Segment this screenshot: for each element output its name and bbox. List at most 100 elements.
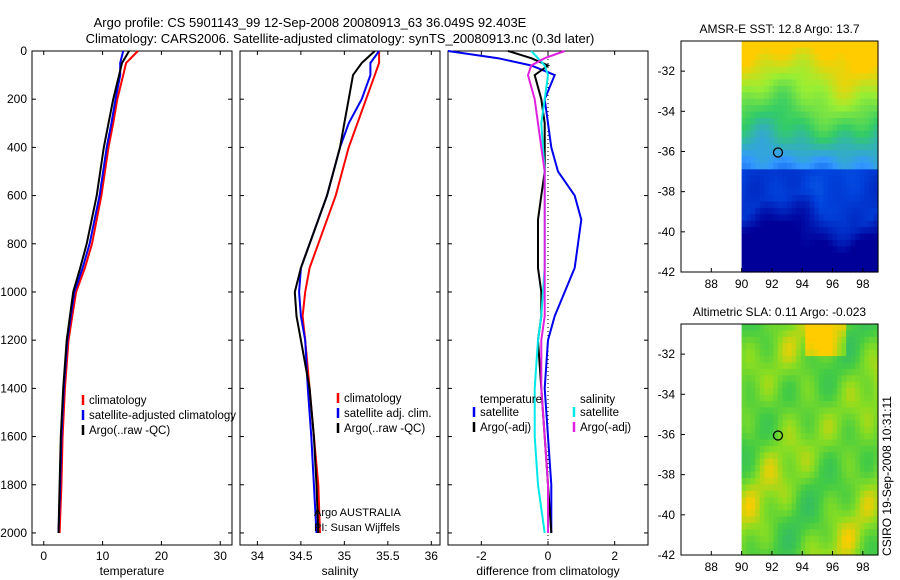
heatmap-cell [850, 330, 856, 338]
heatmap-cell [805, 349, 811, 357]
heatmap-cell [746, 510, 752, 518]
heatmap-cell [823, 124, 829, 132]
figure-title-line2: Climatology: CARS2006. Satellite-adjuste… [86, 31, 595, 46]
heatmap-cell [864, 259, 870, 267]
heatmap-cell [755, 522, 761, 530]
heatmap-cell [750, 381, 756, 389]
heatmap-cell [782, 195, 788, 203]
heatmap-cell [746, 105, 752, 113]
heatmap-cell [805, 458, 811, 466]
heatmap-cell [809, 401, 815, 409]
heatmap-cell [868, 118, 875, 126]
heatmap-cell [773, 201, 779, 209]
heatmap-cell [846, 85, 852, 93]
heatmap-cell [814, 169, 820, 177]
heatmap-cell [868, 516, 875, 524]
heatmap-cell [864, 439, 870, 447]
heatmap-cell [846, 111, 852, 119]
heatmap-cell [805, 522, 811, 530]
heatmap-cell [859, 53, 865, 61]
heatmap-cell [809, 388, 815, 396]
heatmap-cell [846, 188, 852, 196]
heatmap-cell [850, 169, 856, 177]
heatmap-cell [873, 47, 879, 55]
heatmap-cell [846, 169, 852, 177]
heatmap-cell [864, 233, 870, 241]
heatmap-cell [868, 239, 875, 247]
heatmap-cell [855, 182, 861, 190]
heatmap-cell [791, 439, 797, 447]
heatmap-cell [746, 265, 752, 273]
heatmap-cell [800, 548, 806, 556]
heatmap-cell [764, 445, 770, 453]
heatmap-cell [800, 66, 806, 74]
heatmap-cell [750, 265, 756, 273]
heatmap-cell [855, 471, 861, 479]
heatmap-cell [827, 381, 834, 389]
heatmap-cell [864, 349, 870, 357]
heatmap-cell [823, 92, 829, 100]
y-tick-label: 1600 [0, 430, 27, 444]
heatmap-cell [841, 246, 847, 254]
heatmap-cell [787, 41, 793, 49]
heatmap-cell [805, 252, 811, 260]
heatmap-cell [800, 124, 806, 132]
heatmap-cell [850, 401, 856, 409]
heatmap-cell [841, 150, 847, 158]
heatmap-cell [782, 162, 788, 170]
series-line-argo-raw-qc- [57, 50, 130, 534]
heatmap-cell [827, 162, 834, 170]
heatmap-cell [796, 407, 802, 415]
heatmap-cell [841, 220, 847, 228]
heatmap-cell [764, 516, 770, 524]
heatmap-cell [873, 92, 879, 100]
heatmap-cell [764, 118, 770, 126]
heatmap-cell [773, 497, 779, 505]
heatmap-cell [809, 169, 815, 177]
heatmap-cell [759, 246, 765, 254]
heatmap-cell [796, 41, 802, 49]
heatmap-cell [741, 53, 747, 61]
heatmap-cell [746, 130, 752, 138]
heatmap-cell [827, 79, 834, 87]
heatmap-cell [832, 388, 838, 396]
heatmap-cell [814, 214, 820, 222]
heatmap-cell [755, 169, 761, 177]
heatmap-cell [837, 497, 843, 505]
heatmap-cell [773, 465, 779, 473]
heatmap-cell [818, 516, 825, 524]
heatmap-cell [850, 53, 856, 61]
heatmap-cell [823, 239, 829, 247]
legend-header: salinity [580, 394, 615, 406]
heatmap-cell [741, 349, 747, 357]
heatmap-cell [837, 259, 843, 267]
heatmap-cell [827, 452, 834, 460]
heatmap-cell [832, 246, 838, 254]
heatmap-cell [750, 465, 756, 473]
heatmap-cell [746, 53, 752, 61]
heatmap-cell [764, 362, 770, 370]
heatmap-cell [827, 535, 834, 543]
heatmap-cell [777, 490, 784, 498]
heatmap-cell [741, 452, 747, 460]
heatmap-cell [850, 375, 856, 383]
heatmap-cell [873, 510, 879, 518]
heatmap-cell [759, 542, 765, 550]
heatmap-cell [805, 162, 811, 170]
heatmap-cell [800, 214, 806, 222]
heatmap-cell [764, 150, 770, 158]
heatmap-cell [800, 324, 806, 332]
heatmap-cell [841, 156, 847, 164]
heatmap-cell [800, 233, 806, 241]
heatmap-cell [837, 362, 843, 370]
heatmap-cell [850, 73, 856, 81]
heatmap-cell [841, 169, 847, 177]
heatmap-cell [800, 433, 806, 441]
heatmap-cell [755, 330, 761, 338]
heatmap-cell [755, 47, 761, 55]
heatmap-cell [809, 490, 815, 498]
heatmap-cell [837, 111, 843, 119]
heatmap-cell [868, 529, 875, 537]
heatmap-cell [868, 169, 875, 177]
heatmap-cell [850, 47, 856, 55]
